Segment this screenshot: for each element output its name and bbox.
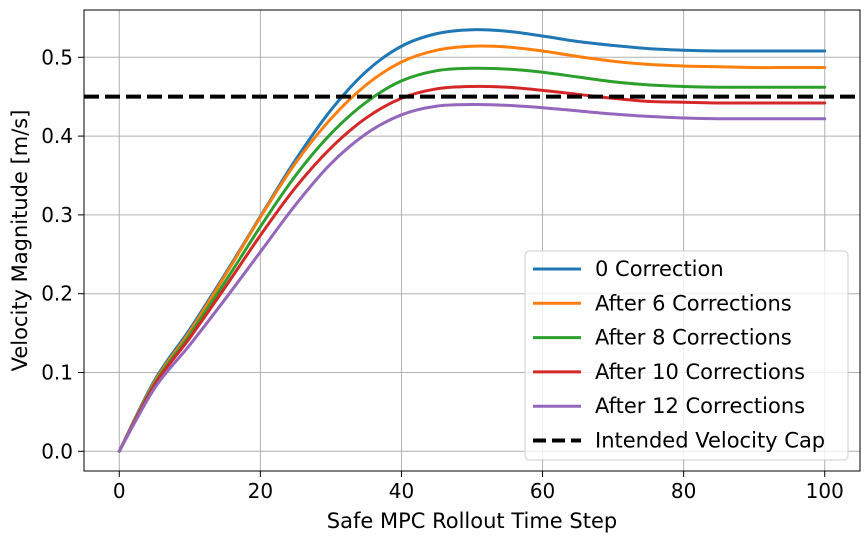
legend-label-0-correction: 0 Correction bbox=[595, 257, 724, 281]
legend-label-after-8-corrections: After 8 Corrections bbox=[595, 326, 792, 350]
legend-box bbox=[524, 250, 849, 461]
y-tick-label: 0.2 bbox=[41, 282, 73, 306]
y-axis-label: Velocity Magnitude [m/s] bbox=[8, 110, 32, 372]
x-tick-label: 100 bbox=[806, 479, 844, 503]
legend-label-after-12-corrections: After 12 Corrections bbox=[595, 394, 805, 418]
axis-ticks: 0 20 40 60 80 100 0.0 0.1 0.2 0.3 0.4 0.5 bbox=[41, 45, 844, 503]
legend-label-intended-velocity-cap: Intended Velocity Cap bbox=[595, 429, 825, 453]
series-after-10-corrections bbox=[117, 84, 827, 453]
y-tick-label: 0.4 bbox=[41, 124, 73, 148]
x-tick-label: 20 bbox=[248, 479, 273, 503]
x-tick-label: 40 bbox=[389, 479, 414, 503]
x-axis-label: Safe MPC Rollout Time Step bbox=[327, 509, 617, 533]
legend-label-after-10-corrections: After 10 Corrections bbox=[595, 360, 805, 384]
legend: 0 Correction After 6 Corrections After 8 C… bbox=[524, 250, 849, 461]
series-after-6-corrections bbox=[117, 44, 827, 453]
series-layer bbox=[84, 28, 860, 453]
legend-label-after-6-corrections: After 6 Corrections bbox=[595, 291, 792, 315]
series-after-12-corrections bbox=[117, 103, 827, 453]
y-tick-label: 0.0 bbox=[41, 439, 73, 463]
y-tick-label: 0.5 bbox=[41, 45, 73, 69]
plot-frame bbox=[83, 9, 861, 472]
x-tick-label: 0 bbox=[113, 479, 126, 503]
x-tick-label: 60 bbox=[530, 479, 555, 503]
y-tick-label: 0.1 bbox=[41, 360, 73, 384]
y-tick-label: 0.3 bbox=[41, 203, 73, 227]
x-tick-label: 80 bbox=[671, 479, 696, 503]
series-after-8-corrections bbox=[117, 66, 827, 453]
